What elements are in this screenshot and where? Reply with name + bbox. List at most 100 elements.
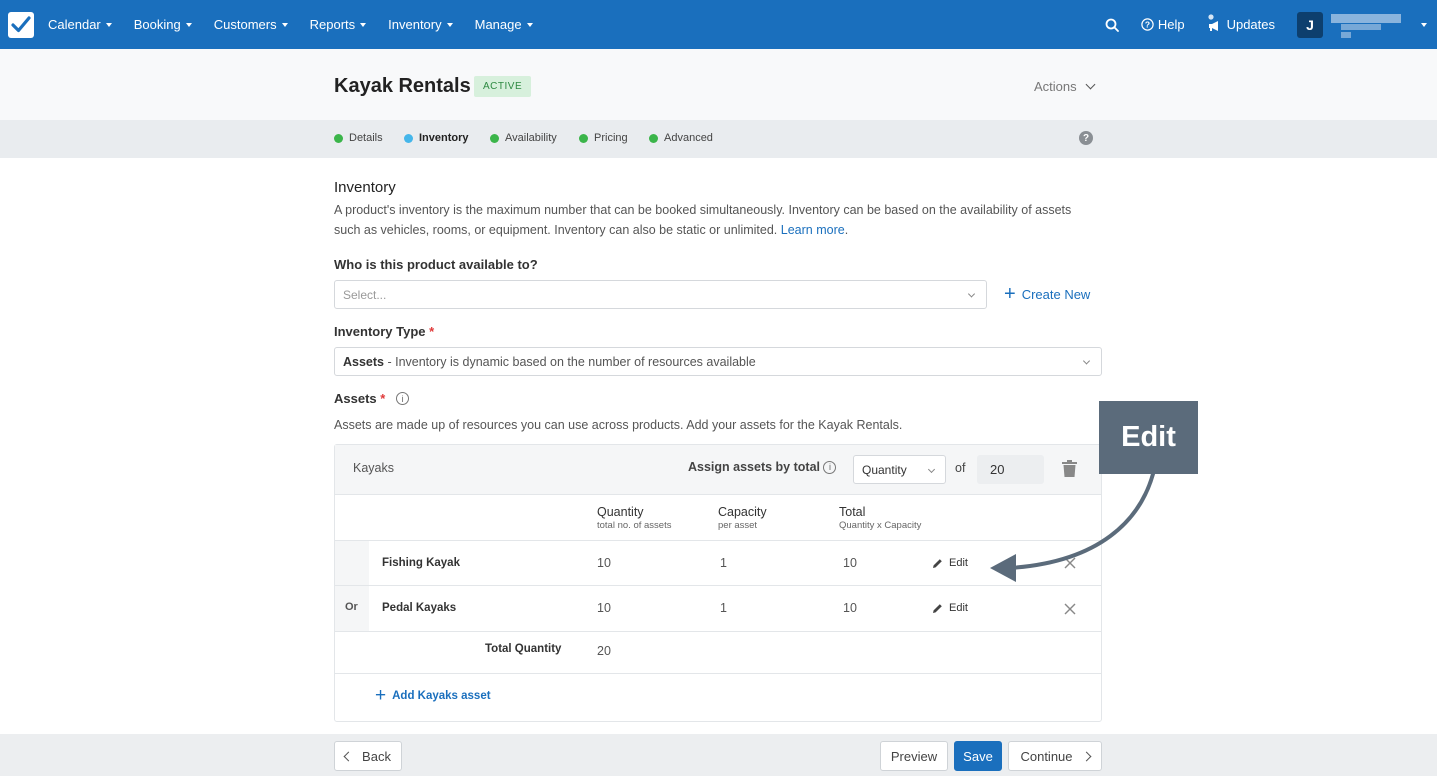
column-subtitle: total no. of assets <box>597 520 672 531</box>
total-quantity-value: 20 <box>597 644 611 658</box>
column-title: Capacity <box>718 505 767 519</box>
edit-asset-button[interactable]: Edit <box>932 557 968 569</box>
pencil-icon <box>933 603 942 613</box>
select-placeholder: Select... <box>343 287 387 302</box>
asset-total: 10 <box>843 556 857 570</box>
assign-assets-label: Assign assets by total i <box>688 460 837 474</box>
add-asset-button[interactable]: + Add Kayaks asset <box>375 685 491 706</box>
info-icon[interactable]: i <box>396 392 410 405</box>
actions-dropdown[interactable]: Actions <box>1034 79 1096 94</box>
nav-manage[interactable]: Manage <box>475 17 533 32</box>
caret-down-icon <box>281 22 288 27</box>
steps-bar <box>0 120 1437 158</box>
assets-description: Assets are made up of resources you can … <box>334 418 903 432</box>
column-title: Quantity <box>597 505 644 519</box>
back-button[interactable]: Back <box>334 741 402 771</box>
create-new-button[interactable]: + Create New <box>1004 283 1090 305</box>
step-label: Advanced <box>664 132 713 144</box>
caret-down-icon <box>446 22 453 27</box>
section-heading: Inventory <box>334 179 396 196</box>
divider <box>335 540 1101 541</box>
asset-name: Pedal Kayaks <box>382 602 457 614</box>
label-text: Assets <box>334 391 377 406</box>
chevron-down-icon <box>1082 356 1091 365</box>
nav-inventory[interactable]: Inventory <box>388 17 453 32</box>
checkmark-logo-icon[interactable] <box>8 11 34 38</box>
label-text: Assign assets by total <box>688 460 820 474</box>
asset-name: Fishing Kayak <box>382 557 460 569</box>
learn-more-link[interactable]: Learn more <box>780 222 845 237</box>
updates-link[interactable]: Updates <box>1207 13 1275 32</box>
column-header-quantity: Quantity total no. of assets <box>597 505 671 531</box>
step-label: Inventory <box>419 132 469 144</box>
column-header-total: Total Quantity x Capacity <box>839 505 921 531</box>
question-circle-icon: ? <box>1141 18 1154 31</box>
step-details[interactable]: Details <box>334 132 383 144</box>
svg-text:?: ? <box>1145 20 1150 30</box>
back-label: Back <box>362 748 391 764</box>
select-value-bold: Assets <box>343 354 384 369</box>
trash-icon[interactable] <box>1062 460 1077 477</box>
total-quantity-label: Total Quantity <box>485 643 562 655</box>
search-icon[interactable] <box>1105 18 1119 32</box>
select-value-rest: - Inventory is dynamic based on the numb… <box>384 354 756 369</box>
status-badge: ACTIVE <box>474 76 532 97</box>
step-availability[interactable]: Availability <box>490 132 557 144</box>
description-text: A product's inventory is the maximum num… <box>334 203 1072 237</box>
help-link[interactable]: ? Help <box>1141 17 1185 32</box>
step-label: Details <box>349 132 383 144</box>
footer-bar <box>0 734 1437 776</box>
nav-customers[interactable]: Customers <box>214 17 288 32</box>
page-header <box>0 49 1437 120</box>
help-circle-icon[interactable]: ? <box>1079 131 1093 145</box>
updates-label: Updates <box>1226 17 1275 32</box>
available-to-select[interactable]: Select... <box>334 280 987 309</box>
plus-icon: + <box>1004 283 1016 305</box>
assets-label: Assets * i <box>334 391 410 406</box>
divider <box>335 673 1101 674</box>
continue-label: Continue <box>1020 748 1073 764</box>
step-advanced[interactable]: Advanced <box>649 132 713 144</box>
inventory-type-select[interactable]: Assets - Inventory is dynamic based on t… <box>334 347 1102 376</box>
status-dot-icon <box>334 133 343 143</box>
nav-booking[interactable]: Booking <box>134 17 192 32</box>
avatar[interactable]: J <box>1297 11 1323 38</box>
close-icon[interactable] <box>1064 603 1076 615</box>
assign-mode-select[interactable]: Quantity <box>853 455 946 484</box>
edit-asset-button[interactable]: Edit <box>932 602 968 614</box>
status-dot-icon <box>649 133 658 143</box>
of-label: of <box>955 461 966 475</box>
nav-reports[interactable]: Reports <box>310 17 367 32</box>
save-button[interactable]: Save <box>954 741 1002 771</box>
status-dot-icon <box>579 133 588 143</box>
caret-down-icon <box>105 22 112 27</box>
info-icon[interactable]: i <box>823 460 837 474</box>
user-menu-caret-icon[interactable] <box>1421 22 1427 27</box>
row-prefix-cell <box>335 586 369 631</box>
plus-icon: + <box>375 685 387 706</box>
available-to-label: Who is this product available to? <box>334 257 538 272</box>
chevron-down-icon <box>1085 79 1096 90</box>
caret-down-icon <box>526 22 533 27</box>
continue-button[interactable]: Continue <box>1008 741 1102 771</box>
step-label: Pricing <box>594 132 628 144</box>
asset-quantity: 10 <box>597 556 611 570</box>
megaphone-icon <box>1207 13 1218 31</box>
step-pricing[interactable]: Pricing <box>579 132 628 144</box>
asset-total: 10 <box>843 601 857 615</box>
asset-capacity: 1 <box>720 556 727 570</box>
nav-calendar[interactable]: Calendar <box>48 17 112 32</box>
asset-quantity: 10 <box>597 601 611 615</box>
status-dot-icon <box>404 133 413 143</box>
step-inventory[interactable]: Inventory <box>404 132 469 144</box>
user-name-redacted[interactable] <box>1331 12 1411 38</box>
label-text: Inventory Type <box>334 324 426 339</box>
nav-label: Calendar <box>48 17 101 32</box>
preview-button[interactable]: Preview <box>880 741 948 771</box>
column-header-capacity: Capacity per asset <box>718 505 767 531</box>
annotation-arrow-icon <box>990 472 1155 582</box>
nav-label: Inventory <box>388 17 442 32</box>
total-assets-input[interactable]: 20 <box>977 455 1044 484</box>
divider <box>335 585 1101 586</box>
assets-panel-header <box>335 445 1101 495</box>
